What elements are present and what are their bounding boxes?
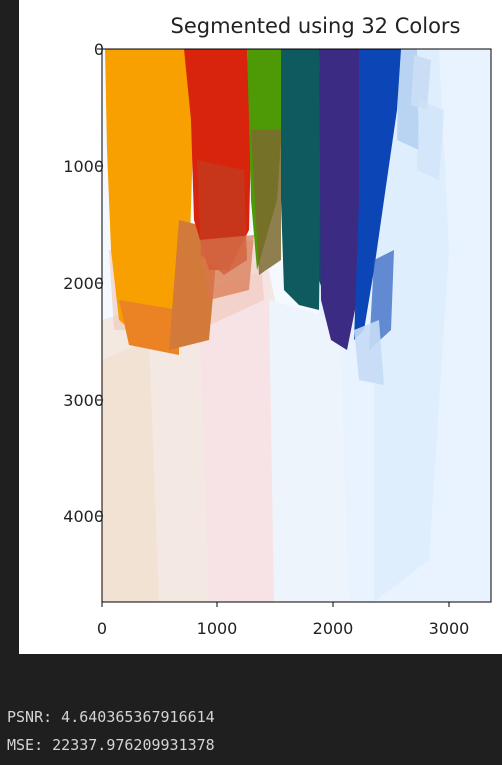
matplotlib-figure: Segmented using 32 Colors <box>19 0 502 654</box>
y-tick-label: 1000 <box>63 157 104 176</box>
image-axes <box>97 48 492 607</box>
y-tick-label: 2000 <box>63 274 104 293</box>
y-tick-label: 0 <box>93 40 104 59</box>
output-console: PSNR: 4.640365367916614 MSE: 22337.97620… <box>7 703 215 759</box>
segmented-image <box>102 49 491 602</box>
y-tick-label: 3000 <box>63 391 104 410</box>
x-tick-label: 0 <box>96 619 108 638</box>
mse-output: MSE: 22337.976209931378 <box>7 736 215 754</box>
x-axis-ticks <box>101 602 450 607</box>
y-tick-label: 4000 <box>63 507 104 526</box>
x-tick-label: 1000 <box>196 619 238 638</box>
psnr-output: PSNR: 4.640365367916614 <box>7 708 215 726</box>
chart-title: Segmented using 32 Colors <box>170 14 461 38</box>
x-tick-label: 2000 <box>312 619 354 638</box>
x-tick-label: 3000 <box>428 619 470 638</box>
y-axis-ticks <box>97 48 102 517</box>
